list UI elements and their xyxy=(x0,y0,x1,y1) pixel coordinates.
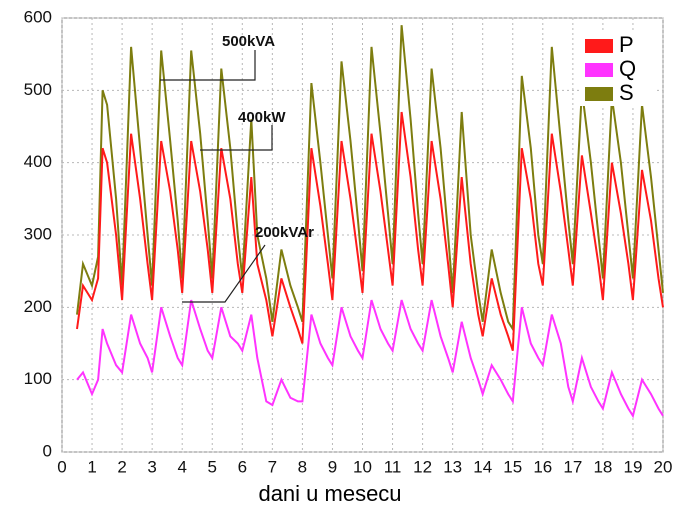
legend-label: Q xyxy=(619,56,636,81)
x-tick-label: 8 xyxy=(298,457,307,476)
x-tick-label: 4 xyxy=(177,457,186,476)
y-tick-label: 400 xyxy=(24,152,52,171)
x-tick-label: 19 xyxy=(623,457,642,476)
x-tick-label: 20 xyxy=(654,457,673,476)
x-tick-label: 7 xyxy=(268,457,277,476)
annotation: 200kVAr xyxy=(255,224,314,241)
x-tick-label: 5 xyxy=(208,457,217,476)
x-tick-label: 11 xyxy=(384,457,402,476)
y-tick-label: 300 xyxy=(24,224,52,243)
x-tick-label: 12 xyxy=(413,457,432,476)
leader-line xyxy=(160,50,256,81)
x-tick-label: 14 xyxy=(473,457,492,476)
legend-label: S xyxy=(619,80,634,105)
x-tick-label: 10 xyxy=(353,457,372,476)
y-tick-label: 600 xyxy=(24,7,52,26)
legend-swatch xyxy=(585,39,613,53)
x-tick-label: 6 xyxy=(238,457,247,476)
x-tick-label: 15 xyxy=(503,457,522,476)
leader-line xyxy=(200,125,273,151)
x-tick-label: 2 xyxy=(117,457,126,476)
annotation: 400kW xyxy=(238,109,286,126)
series-line xyxy=(76,111,664,352)
x-tick-label: 9 xyxy=(328,457,337,476)
x-tick-label: 3 xyxy=(147,457,156,476)
x-tick-label: 13 xyxy=(443,457,462,476)
legend-swatch xyxy=(585,87,613,101)
series-line xyxy=(76,25,664,333)
y-tick-label: 100 xyxy=(24,369,52,388)
legend-label: P xyxy=(619,32,634,57)
x-tick-label: 17 xyxy=(563,457,582,476)
annotations: 500kVA 400kW 200kVAr xyxy=(160,33,314,303)
series-line xyxy=(76,299,664,419)
legend: PQS xyxy=(579,32,655,106)
grid xyxy=(61,17,664,453)
lines xyxy=(76,25,664,419)
y-tick-label: 0 xyxy=(43,441,52,460)
x-tick-label: 18 xyxy=(593,457,612,476)
y-tick-label: 200 xyxy=(24,297,52,316)
legend-swatch xyxy=(585,63,613,77)
annotation: 500kVA xyxy=(222,33,275,50)
leader-line xyxy=(182,244,266,303)
x-tick-label: 1 xyxy=(87,457,96,476)
x-tick-label: 16 xyxy=(533,457,552,476)
y-tick-label: 500 xyxy=(24,80,52,99)
x-tick-label: 0 xyxy=(57,457,66,476)
x-axis-label: dani u mesecu xyxy=(258,481,401,506)
